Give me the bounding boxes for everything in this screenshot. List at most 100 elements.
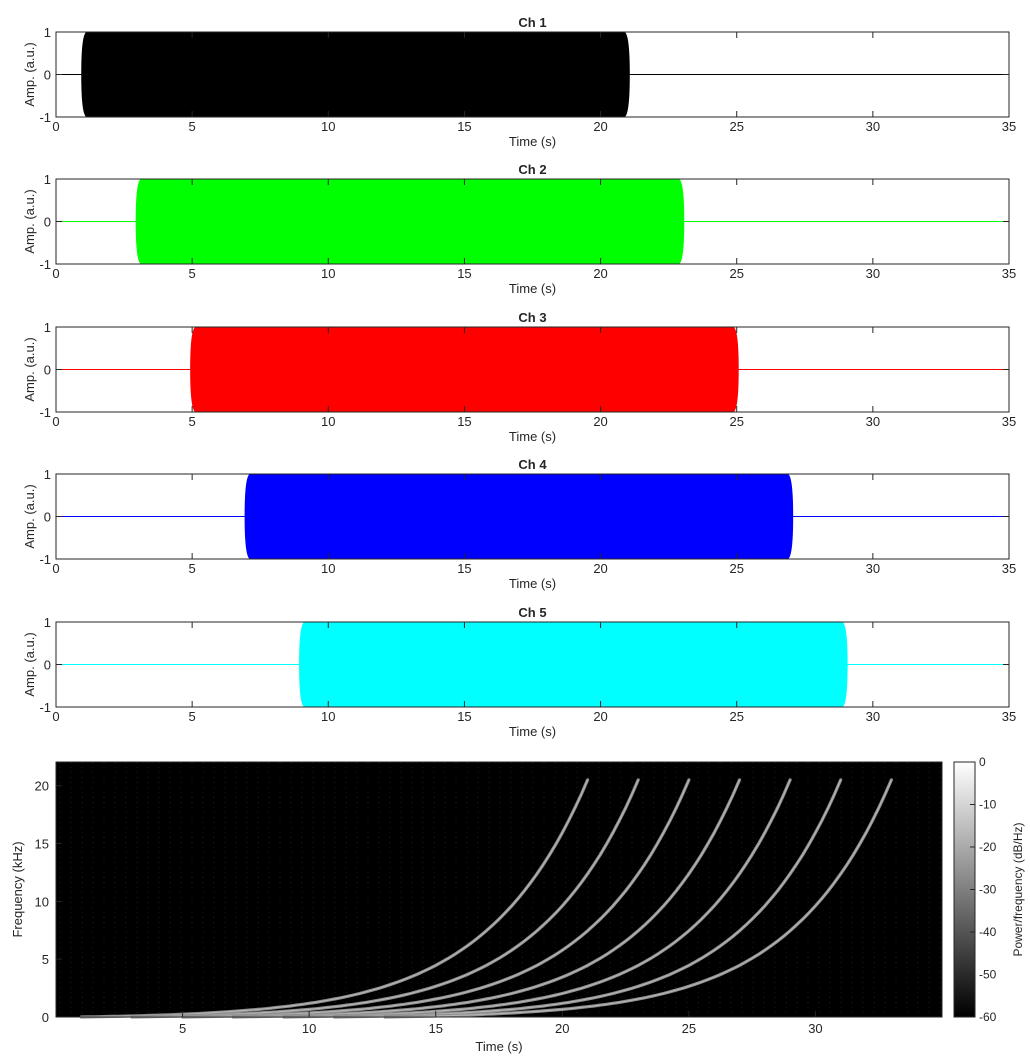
x-tick-label: 0 xyxy=(52,414,59,429)
y-axis-label: Amp. (a.u.) xyxy=(22,484,37,548)
x-tick-label: 25 xyxy=(729,561,743,576)
x-tick-label: 20 xyxy=(593,266,607,281)
x-tick-label: 35 xyxy=(1002,414,1016,429)
x-axis-label: Time (s) xyxy=(509,281,556,296)
x-tick-label: 5 xyxy=(189,561,196,576)
y-tick-label: 0 xyxy=(44,363,51,378)
x-tick-label: 35 xyxy=(1002,266,1016,281)
y-tick-label: 0 xyxy=(44,68,51,83)
x-tick-label: 15 xyxy=(457,266,471,281)
x-tick-label: 30 xyxy=(866,561,880,576)
spectrogram-panel: 5 10 15 20 25 30 0 5 10 15 20 Time (s) Frequency (kH… xyxy=(10,761,943,1054)
x-tick-label: 25 xyxy=(729,119,743,134)
colorbar-tick-label: 0 xyxy=(979,755,986,769)
y-axis-label: Amp. (a.u.) xyxy=(22,337,37,401)
x-tick-label: 30 xyxy=(866,709,880,724)
x-tick-label: 0 xyxy=(52,561,59,576)
y-axis-label: Amp. (a.u.) xyxy=(22,42,37,106)
y-tick-label: -1 xyxy=(39,552,51,567)
x-tick-label: 5 xyxy=(179,1021,186,1036)
x-axis-label: Time (s) xyxy=(509,134,556,149)
panel-title: Ch 3 xyxy=(518,310,546,325)
x-tick-label: 5 xyxy=(189,414,196,429)
x-tick-label: 20 xyxy=(593,414,607,429)
x-tick-label: 10 xyxy=(321,709,335,724)
panel-title: Ch 2 xyxy=(518,162,546,177)
signal-envelope xyxy=(299,622,848,707)
chirp-sweep-core xyxy=(385,779,892,1018)
colorbar-tick-label: -50 xyxy=(979,968,997,982)
x-tick-label: 35 xyxy=(1002,119,1016,134)
x-tick-label: 30 xyxy=(866,266,880,281)
x-tick-label: 0 xyxy=(52,119,59,134)
y-axis-label: Amp. (a.u.) xyxy=(22,632,37,696)
y-tick-label: -1 xyxy=(39,257,51,272)
y-tick-label: 1 xyxy=(44,320,51,335)
x-tick-label: 10 xyxy=(302,1021,316,1036)
y-tick-label: -1 xyxy=(39,110,51,125)
spectrogram-background xyxy=(56,762,942,1017)
y-axis-label: Amp. (a.u.) xyxy=(22,189,37,253)
x-tick-label: 30 xyxy=(808,1021,822,1036)
x-tick-label: 20 xyxy=(593,119,607,134)
signal-envelope xyxy=(244,474,794,559)
colorbar-tick-label: -20 xyxy=(979,840,997,854)
y-tick-label: 10 xyxy=(35,894,49,909)
x-axis-label: Time (s) xyxy=(509,724,556,739)
x-tick-label: 30 xyxy=(866,414,880,429)
y-tick-label: 1 xyxy=(44,25,51,40)
panel-title: Ch 4 xyxy=(518,457,547,472)
x-tick-label: 10 xyxy=(321,119,335,134)
x-tick-label: 15 xyxy=(428,1021,442,1036)
x-axis-label: Time (s) xyxy=(509,576,556,591)
x-tick-label: 15 xyxy=(457,561,471,576)
panel-title: Ch 1 xyxy=(518,15,546,30)
x-tick-label: 25 xyxy=(729,266,743,281)
panel-title: Ch 5 xyxy=(518,605,546,620)
y-tick-label: 1 xyxy=(44,172,51,187)
x-tick-label: 5 xyxy=(189,709,196,724)
y-tick-label: 1 xyxy=(44,467,51,482)
y-tick-label: 0 xyxy=(42,1010,49,1025)
x-tick-label: 10 xyxy=(321,266,335,281)
x-tick-label: 0 xyxy=(52,266,59,281)
x-tick-label: 5 xyxy=(189,119,196,134)
x-tick-label: 25 xyxy=(729,414,743,429)
x-axis-label: Time (s) xyxy=(509,429,556,444)
x-tick-label: 25 xyxy=(682,1021,696,1036)
x-tick-label: 10 xyxy=(321,414,335,429)
x-tick-label: 25 xyxy=(729,709,743,724)
y-tick-label: 20 xyxy=(35,779,49,794)
y-tick-label: -1 xyxy=(39,405,51,420)
x-axis-label: Time (s) xyxy=(475,1039,522,1054)
y-tick-label: 0 xyxy=(44,510,51,525)
x-tick-label: 15 xyxy=(457,709,471,724)
x-tick-label: 20 xyxy=(555,1021,569,1036)
x-tick-label: 10 xyxy=(321,561,335,576)
colorbar-tick-label: -10 xyxy=(979,798,997,812)
x-tick-label: 15 xyxy=(457,119,471,134)
colorbar-label: Power/frequency (dB/Hz) xyxy=(1011,822,1025,956)
y-tick-label: 0 xyxy=(44,658,51,673)
y-tick-label: 0 xyxy=(44,215,51,230)
x-tick-label: 5 xyxy=(189,266,196,281)
signal-envelope xyxy=(190,327,739,412)
signal-envelope xyxy=(135,179,685,264)
x-tick-label: 0 xyxy=(52,709,59,724)
x-tick-label: 35 xyxy=(1002,709,1016,724)
y-tick-label: 1 xyxy=(44,615,51,630)
signal-envelope xyxy=(81,32,630,117)
x-tick-label: 35 xyxy=(1002,561,1016,576)
colorbar-tick-label: -40 xyxy=(979,925,997,939)
y-tick-label: -1 xyxy=(39,700,51,715)
y-axis-label: Frequency (kHz) xyxy=(10,841,25,937)
colorbar-tick-label: -30 xyxy=(979,883,997,897)
y-tick-label: 15 xyxy=(35,837,49,852)
